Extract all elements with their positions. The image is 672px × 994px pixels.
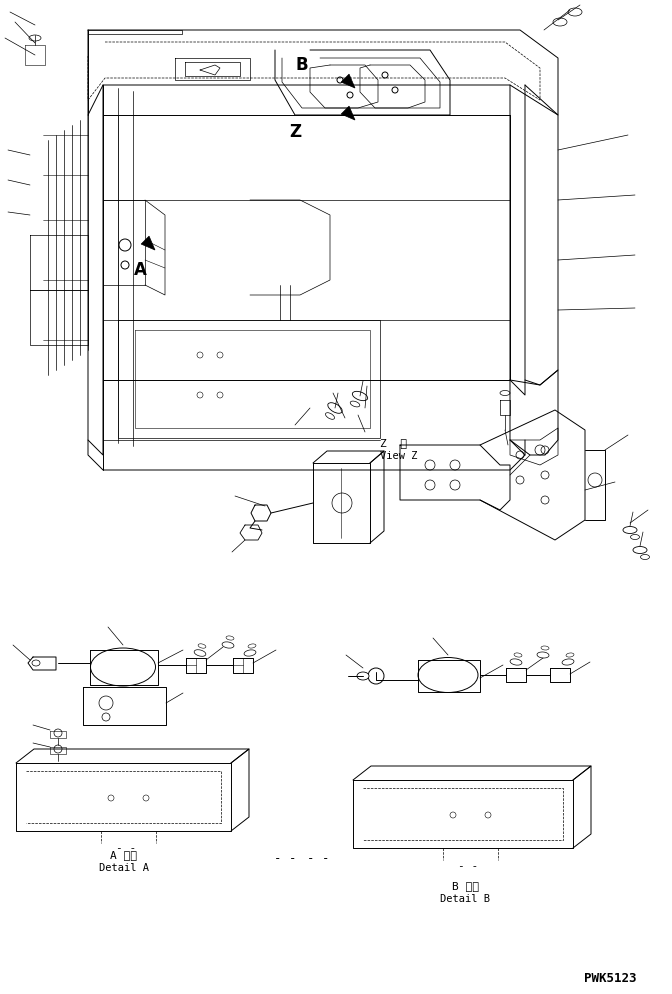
Ellipse shape xyxy=(553,18,567,26)
Text: B: B xyxy=(296,56,308,74)
Circle shape xyxy=(368,668,384,684)
Ellipse shape xyxy=(328,403,342,414)
Ellipse shape xyxy=(357,672,369,680)
Text: - -: - - xyxy=(274,852,296,865)
Ellipse shape xyxy=(541,646,549,650)
Text: A: A xyxy=(134,261,146,279)
Ellipse shape xyxy=(248,644,256,648)
Text: B 詳細: B 詳細 xyxy=(452,881,478,891)
Ellipse shape xyxy=(633,547,647,554)
Polygon shape xyxy=(341,75,355,88)
Text: Detail B: Detail B xyxy=(440,894,490,904)
Text: - -: - - xyxy=(116,843,136,853)
Text: - -: - - xyxy=(306,852,329,865)
Polygon shape xyxy=(141,237,155,250)
Ellipse shape xyxy=(350,402,360,407)
Ellipse shape xyxy=(562,659,574,665)
Ellipse shape xyxy=(418,657,478,693)
Ellipse shape xyxy=(244,650,256,656)
Text: Z  視: Z 視 xyxy=(380,438,407,448)
Ellipse shape xyxy=(194,650,206,656)
Ellipse shape xyxy=(500,391,510,396)
Ellipse shape xyxy=(630,535,640,540)
Ellipse shape xyxy=(352,392,368,401)
Ellipse shape xyxy=(32,660,40,666)
Text: A 詳細: A 詳細 xyxy=(110,850,138,860)
Text: Detail A: Detail A xyxy=(99,863,149,873)
Ellipse shape xyxy=(226,636,234,640)
Ellipse shape xyxy=(537,652,549,658)
Ellipse shape xyxy=(325,413,335,419)
Ellipse shape xyxy=(222,642,234,648)
Text: View Z: View Z xyxy=(380,451,417,461)
Ellipse shape xyxy=(623,527,637,534)
Text: - -: - - xyxy=(458,861,478,871)
Ellipse shape xyxy=(510,659,522,665)
Polygon shape xyxy=(341,106,355,120)
Ellipse shape xyxy=(640,555,650,560)
Text: Z: Z xyxy=(289,123,301,141)
Ellipse shape xyxy=(568,8,582,16)
Ellipse shape xyxy=(198,644,206,648)
Ellipse shape xyxy=(29,35,41,41)
Ellipse shape xyxy=(566,653,574,657)
Ellipse shape xyxy=(514,653,522,657)
Text: PWK5123: PWK5123 xyxy=(584,971,636,984)
Ellipse shape xyxy=(91,648,155,686)
